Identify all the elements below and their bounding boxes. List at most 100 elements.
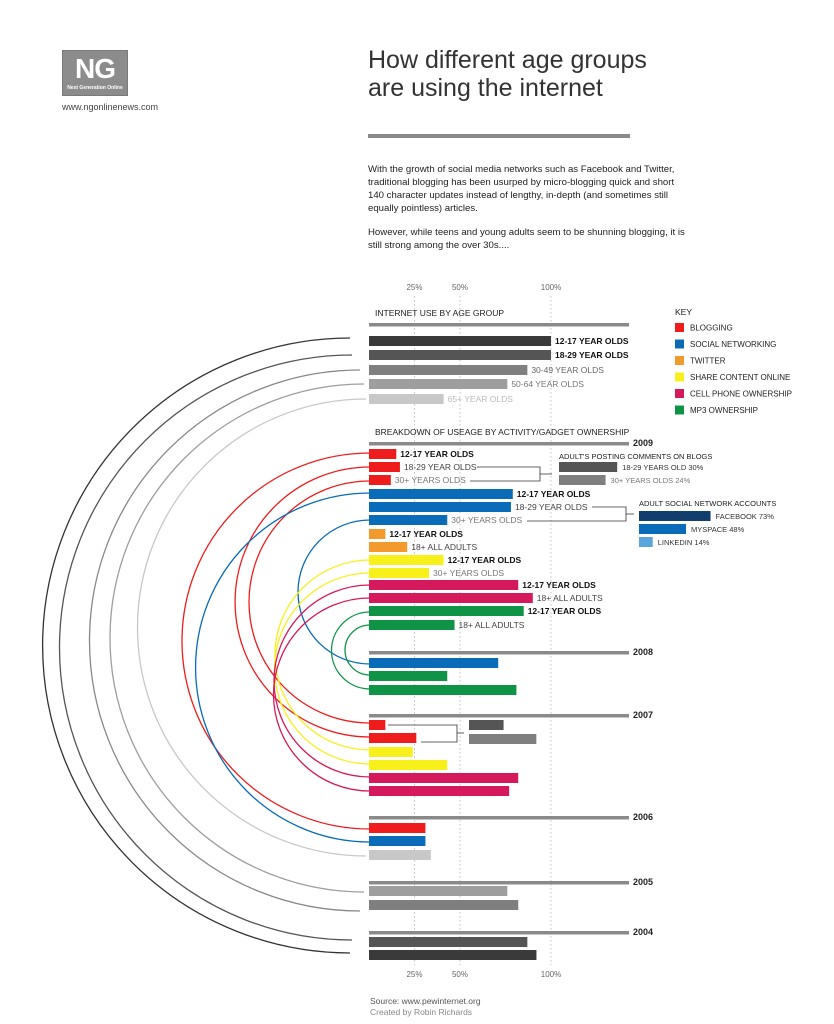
bar-label-1-2: 30+ YEARS OLDS — [395, 475, 466, 485]
section-rule-3 — [369, 714, 629, 718]
bar-0-1 — [369, 350, 551, 360]
callout-2007-bar-0 — [469, 720, 504, 730]
bar-3-3 — [369, 760, 448, 770]
bar-4-0 — [369, 823, 426, 833]
year-label-2007: 2007 — [633, 710, 653, 720]
credit-text: Created by Robin Richards — [370, 1007, 473, 1017]
bar-1-8 — [369, 555, 444, 565]
bar-1-1 — [369, 462, 400, 472]
bar-0-3 — [369, 379, 508, 389]
key-label-3: SHARE CONTENT ONLINE — [690, 373, 790, 382]
connector-arc-3 — [109, 383, 365, 893]
bar-1-6 — [369, 529, 386, 539]
connector-arc-2 — [88, 369, 361, 912]
bar-label-0-3: 50-64 YEAR OLDS — [511, 379, 584, 389]
callout-blog-label-0: 18-29 YEARS OLD 30% — [622, 463, 703, 472]
bar-4-1 — [369, 836, 426, 846]
year-label-2005: 2005 — [633, 877, 653, 887]
section-title-1: BREAKDOWN OF USEAGE BY ACTIVITY/GADGET O… — [375, 427, 630, 437]
x-tick-top-2: 100% — [541, 283, 561, 292]
logo-url[interactable]: www.ngonlinenews.com — [62, 102, 159, 112]
x-tick-bottom-0: 25% — [406, 970, 422, 979]
bar-label-1-6: 12-17 YEAR OLDS — [389, 529, 463, 539]
connector-arc-10 — [274, 559, 371, 751]
callout-social-bracket — [527, 506, 634, 522]
x-tick-top-1: 50% — [452, 283, 468, 292]
bar-label-1-3: 12-17 YEAR OLDS — [517, 489, 591, 499]
key-label-1: SOCIAL NETWORKING — [690, 340, 776, 349]
connector-arc-0 — [41, 337, 351, 954]
callout-2007-bracket — [388, 724, 464, 743]
year-label-2009: 2009 — [633, 438, 653, 448]
bar-label-1-11: 18+ ALL ADULTS — [537, 593, 603, 603]
callout-social-label-1: MYSPACE 48% — [691, 525, 745, 534]
bar-1-10 — [369, 580, 519, 590]
section-rule-0 — [369, 323, 629, 327]
bar-1-0 — [369, 449, 397, 459]
callout-blog-label-1: 30+ YEARS OLDS 24% — [611, 476, 691, 485]
bar-1-2 — [369, 475, 391, 485]
intro-paragraph-2: However, while teens and young adults se… — [368, 227, 685, 251]
callout-blog-bar-1 — [559, 475, 606, 485]
x-tick-top-0: 25% — [406, 283, 422, 292]
bar-1-13 — [369, 620, 455, 630]
intro-text: With the growth of social media networks… — [368, 163, 686, 263]
year-label-2006: 2006 — [633, 812, 653, 822]
bar-label-1-4: 18-29 YEAR OLDS — [515, 502, 588, 512]
x-tick-bottom-2: 100% — [541, 970, 561, 979]
bar-4-2 — [369, 850, 431, 860]
callout-social-bar-0 — [639, 511, 711, 521]
callout-social-bar-1 — [639, 524, 687, 534]
bar-5-1 — [369, 900, 519, 910]
section-rule-4 — [369, 816, 629, 820]
key-label-5: MP3 OWNERSHIP — [690, 406, 758, 415]
key-swatch-cell-phone-ownership — [675, 389, 684, 398]
key-label-2: TWITTER — [690, 357, 726, 366]
bar-3-5 — [369, 786, 510, 796]
callout-social-label-2: LINKEDIN 14% — [658, 538, 710, 547]
bar-1-12 — [369, 606, 524, 616]
callout-blog-bracket — [470, 466, 552, 482]
key-label-0: BLOGGING — [690, 324, 733, 333]
bar-label-1-9: 30+ YEARS OLDS — [433, 568, 504, 578]
bar-1-3 — [369, 489, 513, 499]
key-swatch-mp3-ownership — [675, 405, 684, 415]
bar-3-1 — [369, 733, 417, 743]
bar-label-0-2: 30-49 YEAR OLDS — [531, 365, 604, 375]
bar-label-1-13: 18+ ALL ADULTS — [459, 620, 525, 630]
bar-1-5 — [369, 515, 448, 525]
callout-social-title: ADULT SOCIAL NETWORK ACCOUNTS — [639, 499, 776, 508]
title-rule — [368, 134, 630, 138]
intro-paragraph-1: With the growth of social media networks… — [368, 164, 675, 214]
connector-arc-13 — [272, 597, 371, 792]
title-line-1: How different age groups — [368, 46, 647, 74]
key-swatch-share-content-online — [675, 372, 684, 382]
callout-blog-title: ADULT'S POSTING COMMENTS ON BLOGS — [559, 452, 712, 461]
section-rule-6 — [369, 931, 629, 935]
bar-5-0 — [369, 886, 508, 896]
bar-3-2 — [369, 747, 413, 757]
bar-6-1 — [369, 950, 537, 960]
key-title: KEY — [675, 307, 692, 317]
key-swatch-blogging — [675, 323, 684, 332]
connector-arc-1 — [58, 354, 353, 941]
bar-6-0 — [369, 937, 528, 947]
connector-arc-6 — [234, 466, 371, 738]
footer: Source: www.pewinternet.org Created by R… — [370, 996, 481, 1018]
section-rule-5 — [369, 881, 629, 885]
bar-label-0-0: 12-17 YEAR OLDS — [555, 336, 629, 346]
connector-arc-11 — [273, 572, 371, 765]
logo: NG Next Generation Online — [62, 50, 128, 96]
connector-arc-15 — [344, 624, 371, 676]
bar-2-2 — [369, 685, 517, 695]
logo-text: NG — [75, 53, 116, 84]
callout-blog-bar-0 — [559, 462, 618, 472]
callout-social-bar-2 — [639, 537, 653, 547]
bar-label-1-8: 12-17 YEAR OLDS — [448, 555, 522, 565]
bar-1-7 — [369, 542, 408, 552]
bar-label-1-7: 18+ ALL ADULTS — [411, 542, 477, 552]
title-line-2: are using the internet — [368, 74, 603, 102]
bar-label-1-10: 12-17 YEAR OLDS — [522, 580, 596, 590]
section-rule-2 — [369, 651, 629, 655]
